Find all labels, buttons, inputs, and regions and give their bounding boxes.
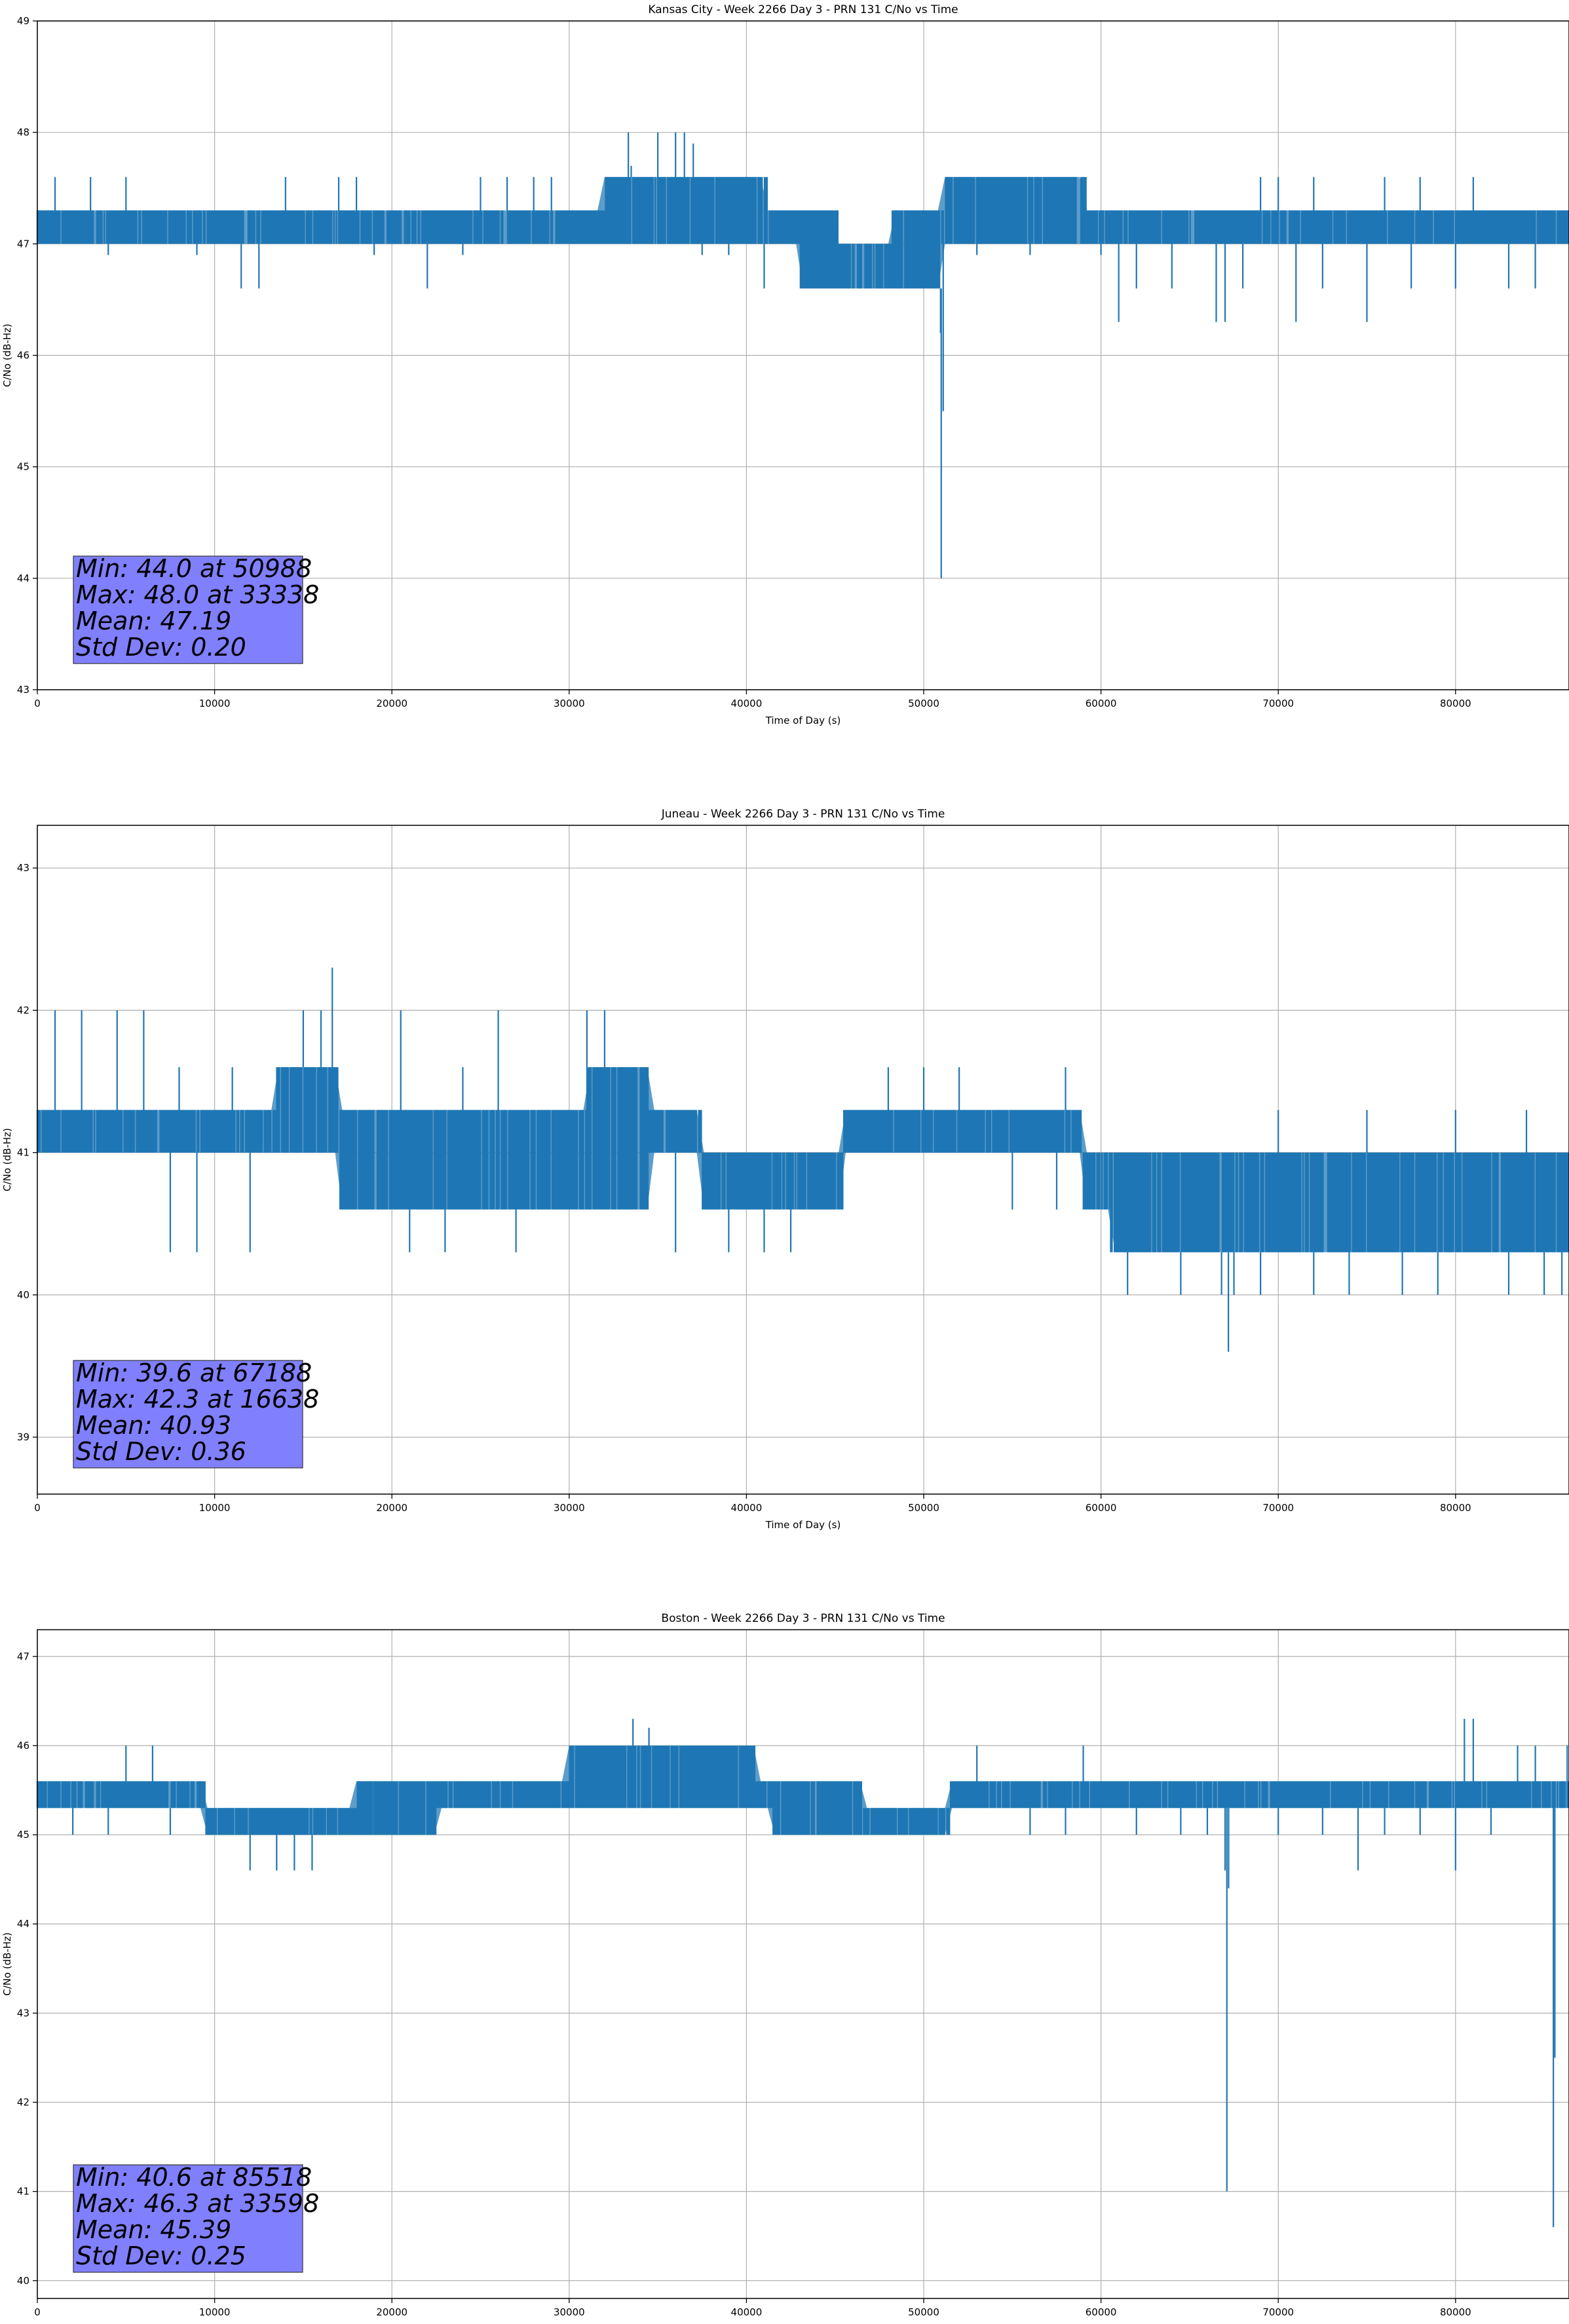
x-tick-label-2: 20000 [376,2306,407,2318]
y-tick-label-2: 42 [17,2097,29,2108]
series-band [36,1746,1569,1835]
stats-mean: Mean: 47.19 [76,607,231,635]
chart-title: Kansas City - Week 2266 Day 3 - PRN 131 … [648,3,958,16]
stats-mean: Mean: 40.93 [76,1411,231,1440]
y-axis-label: C/No (dB-Hz) [1,1932,13,1996]
stats-mean: Mean: 45.39 [76,2215,231,2244]
data-series [36,1719,1569,2228]
x-tick-label-5: 50000 [908,1502,939,1514]
y-tick-label-5: 48 [17,126,29,138]
x-tick-label-0: 0 [34,1502,41,1514]
plot-frame [37,1629,1569,2299]
series-band [36,177,1569,289]
y-tick-label-0: 39 [17,1431,29,1443]
x-axis-label: Time of Day (s) [765,715,841,726]
y-tick-label-1: 40 [17,1289,29,1301]
x-tick-label-3: 30000 [554,698,585,709]
y-tick-label-4: 43 [17,862,29,874]
y-tick-label-4: 47 [17,238,29,250]
stats-min: Min: 44.0 at 50988 [76,554,312,583]
x-tick-label-7: 70000 [1262,1502,1294,1514]
x-tick-label-1: 10000 [199,2306,231,2318]
x-tick-label-5: 50000 [908,698,939,709]
stats-std: Std Dev: 0.36 [76,1437,246,1466]
series-band-fill [37,1746,1569,1835]
y-tick-label-6: 49 [17,15,29,27]
y-tick-label-1: 44 [17,572,29,584]
chart-title: Boston - Week 2266 Day 3 - PRN 131 C/No … [661,1612,945,1625]
x-tick-label-1: 10000 [199,698,231,709]
x-tick-label-1: 10000 [199,1502,231,1514]
x-tick-label-5: 50000 [908,2306,939,2318]
x-tick-label-8: 80000 [1440,698,1471,709]
data-series [36,967,1569,1352]
stats-std: Std Dev: 0.25 [76,2241,246,2270]
stats-max: Max: 42.3 at 16638 [76,1385,319,1414]
y-axis-label: C/No (dB-Hz) [1,1128,13,1191]
x-tick-label-7: 70000 [1262,698,1294,709]
x-axis-label: Time of Day (s) [765,1519,841,1531]
x-tick-label-6: 60000 [1086,698,1117,709]
x-tick-label-7: 70000 [1262,2306,1294,2318]
stats-box-background [73,2164,303,2273]
y-tick-label-6: 46 [17,1740,29,1752]
x-tick-label-6: 60000 [1086,2306,1117,2318]
y-tick-label-3: 42 [17,1004,29,1016]
x-tick-label-4: 40000 [731,2306,763,2318]
stats-box-background [73,1360,303,1469]
y-tick-label-3: 46 [17,350,29,362]
x-tick-label-4: 40000 [731,698,763,709]
chart-panel-1: Juneau - Week 2266 Day 3 - PRN 131 C/No … [1,808,1569,1531]
stats-std: Std Dev: 0.20 [76,633,246,662]
series-band-fill [37,1067,1569,1252]
y-tick-label-1: 41 [17,2186,29,2198]
y-tick-label-0: 43 [17,684,29,696]
x-tick-label-0: 0 [34,698,41,709]
x-tick-label-8: 80000 [1440,1502,1471,1514]
x-tick-label-3: 30000 [554,1502,585,1514]
x-tick-label-2: 20000 [376,698,407,709]
stats-max: Max: 46.3 at 33598 [76,2189,319,2218]
series-band-fill [37,177,1569,289]
x-tick-label-8: 80000 [1440,2306,1471,2318]
y-tick-label-2: 41 [17,1147,29,1159]
y-tick-label-3: 43 [17,2007,29,2019]
plot-frame [37,825,1569,1495]
y-tick-label-5: 45 [17,1829,29,1841]
x-tick-label-3: 30000 [554,2306,585,2318]
stats-box-background [73,555,303,664]
y-tick-label-4: 44 [17,1918,29,1930]
series-band [36,1067,1569,1252]
stats-min: Min: 40.6 at 85518 [76,2163,312,2192]
y-axis-label: C/No (dB-Hz) [1,324,13,387]
stats-min: Min: 39.6 at 67188 [76,1359,312,1387]
y-tick-label-2: 45 [17,461,29,473]
x-tick-label-0: 0 [34,2306,41,2318]
data-series [36,132,1569,578]
x-tick-label-6: 60000 [1086,1502,1117,1514]
y-tick-label-7: 47 [17,1651,29,1662]
chart-title: Juneau - Week 2266 Day 3 - PRN 131 C/No … [661,808,945,821]
x-tick-label-4: 40000 [731,1502,763,1514]
chart-panel-2: Boston - Week 2266 Day 3 - PRN 131 C/No … [1,1612,1569,2324]
chart-panel-0: Kansas City - Week 2266 Day 3 - PRN 131 … [1,3,1569,726]
stats-max: Max: 48.0 at 33338 [76,580,319,609]
y-tick-label-0: 40 [17,2275,29,2287]
x-tick-label-2: 20000 [376,1502,407,1514]
